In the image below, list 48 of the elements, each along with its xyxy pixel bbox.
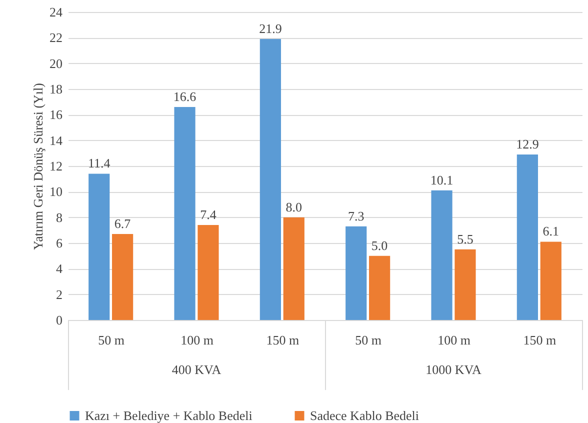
- legend-label: Kazı + Belediye + Kablo Bedeli: [85, 408, 253, 423]
- data-label: 8.0: [286, 199, 302, 214]
- bar: [431, 190, 452, 320]
- y-axis-title: Yatırım Geri Dönüş Süresi (Yıl): [30, 83, 46, 250]
- x-tick-label: 150 m: [266, 332, 300, 348]
- y-tick-label: 16: [50, 107, 63, 122]
- y-tick-label: 10: [50, 184, 62, 200]
- x-tick-label: 50 m: [355, 332, 382, 348]
- y-tick-label: 22: [50, 30, 62, 46]
- data-label: 16.6: [173, 88, 197, 104]
- x-tick-label: 150 m: [523, 332, 556, 348]
- text: 1000 KVA: [426, 362, 482, 378]
- data-label: 12.9: [516, 136, 539, 152]
- y-tick-label: 12: [50, 158, 62, 174]
- data-label: 5.5: [457, 231, 474, 246]
- data-label: 5.0: [371, 238, 388, 253]
- bar: [369, 256, 390, 320]
- bar: [198, 225, 219, 320]
- data-label: 21.9: [259, 20, 282, 36]
- data-label: 11.4: [88, 156, 111, 171]
- data-label: 7.4: [200, 207, 217, 222]
- bar: [454, 249, 476, 320]
- bar: [516, 154, 538, 320]
- bar: [112, 234, 134, 320]
- legend-label: Sadece Kablo Bedeli: [310, 408, 420, 423]
- bar: [260, 38, 281, 320]
- y-tick-label: 18: [50, 82, 62, 96]
- bar: [88, 174, 110, 320]
- y-tick-label: 20: [50, 56, 62, 71]
- data-label: 7.3: [348, 208, 364, 224]
- y-tick-label: 8: [56, 210, 62, 225]
- bar: [174, 106, 196, 320]
- data-label: 6.7: [114, 216, 132, 232]
- y-tick-label: 0: [56, 312, 62, 328]
- y-tick-label: 6: [56, 236, 63, 250]
- bar: [346, 226, 367, 320]
- x-tick-label: 50 m: [98, 332, 125, 348]
- x-tick-label: 100 m: [438, 332, 470, 348]
- bar: [540, 242, 562, 320]
- data-label: 6.1: [542, 224, 560, 239]
- y-tick-label: 2: [56, 286, 62, 302]
- data-label: 10.1: [430, 172, 454, 188]
- x-tick-label: 100 m: [180, 332, 214, 348]
- y-tick-label: 4: [56, 261, 63, 276]
- y-tick-label: 14: [50, 132, 63, 148]
- bar: [283, 217, 304, 320]
- text: 400 KVA: [172, 362, 222, 378]
- y-tick-label: 24: [50, 4, 63, 20]
